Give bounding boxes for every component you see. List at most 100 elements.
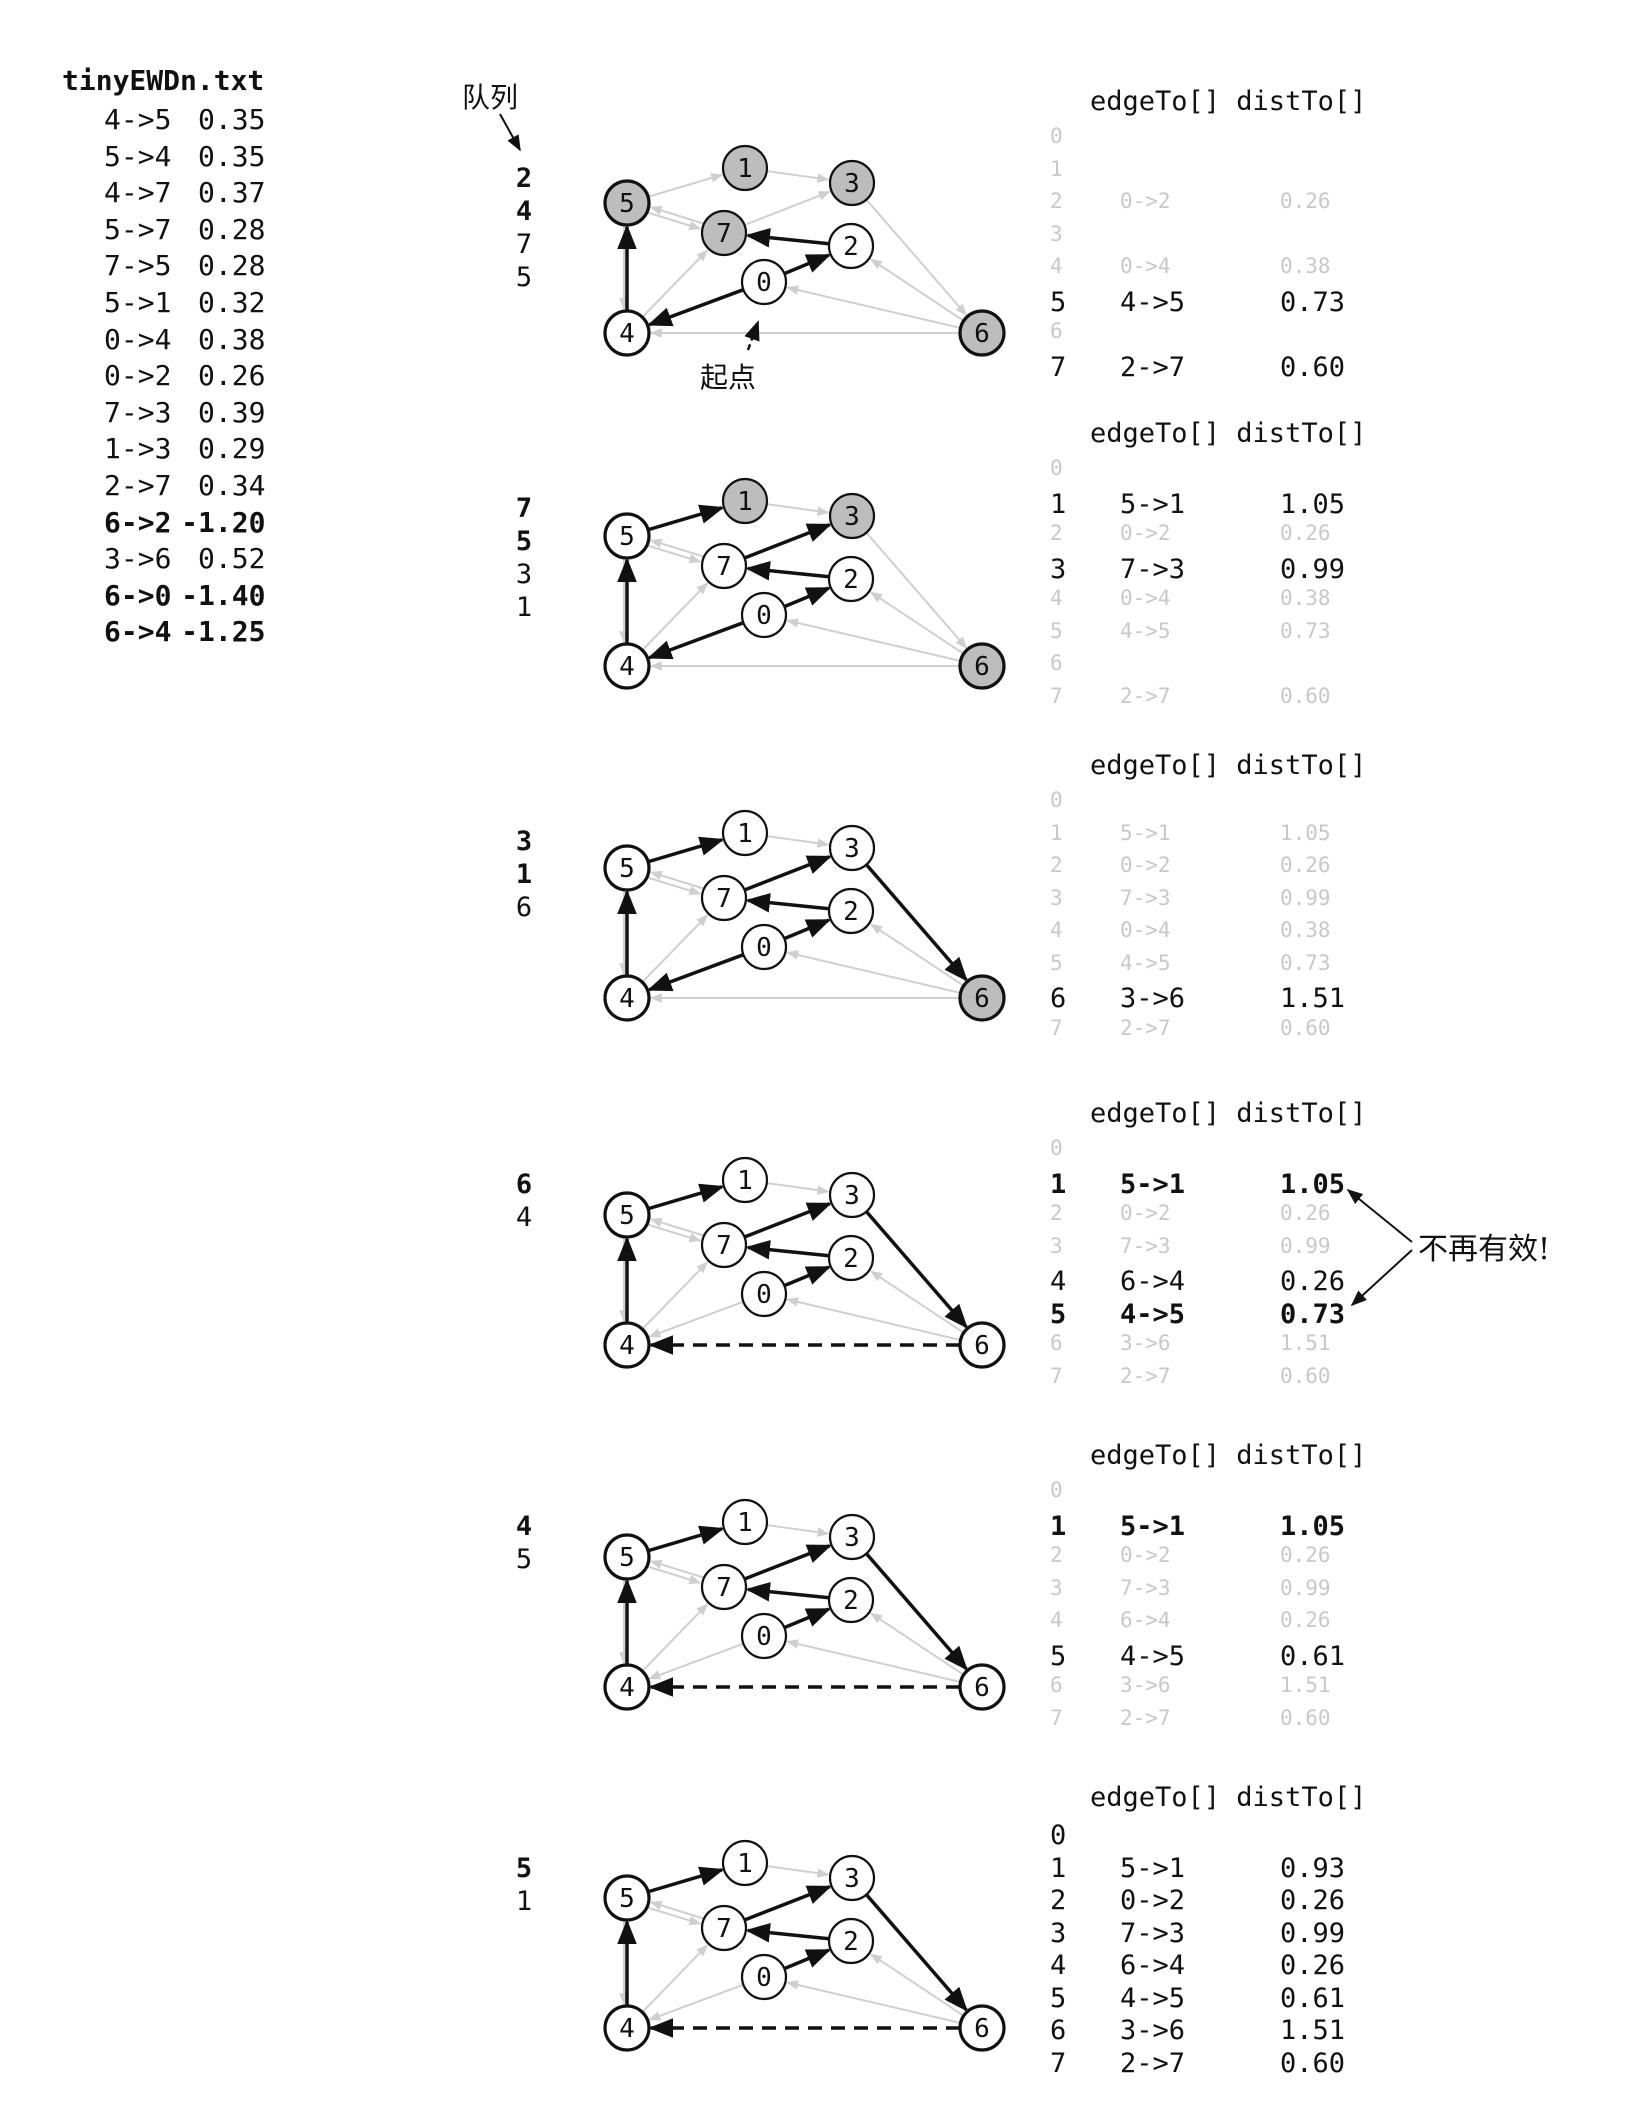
node-label: 5 — [619, 1543, 635, 1573]
graph-edge-6-0 — [786, 618, 961, 662]
graph-edge-7-5 — [649, 538, 705, 558]
node-label: 6 — [974, 1331, 990, 1361]
edgeto-distto-table-step-3: edgeTo[] distTo[] 0 1 5->1 1.05 2 0->2 0.26 3 7->… — [1050, 750, 1390, 1053]
graph-step-5: 0 1 2 3 4 5 6 7 — [603, 1498, 1006, 1711]
table-header: edgeTo[] distTo[] — [1090, 418, 1367, 449]
queue-item: 4 — [515, 1511, 533, 1542]
graph-node-1: 1 — [721, 1839, 769, 1887]
graph-node-5: 5 — [603, 1191, 651, 1239]
edge-to-cell: 4->5 — [1120, 286, 1186, 318]
edge-label: 1->3 — [104, 432, 172, 466]
edge-list-row: 0->2 0.26 — [104, 358, 265, 395]
vertex-index: 4 — [1050, 254, 1063, 278]
edge-to-cell: 2->7 — [1120, 1015, 1171, 1040]
graph-edge-6-2 — [869, 923, 965, 987]
graph-node-3: 3 — [828, 159, 876, 207]
graph-node-3: 3 — [828, 492, 876, 540]
dist-to-cell: 1.05 — [1280, 820, 1331, 845]
dist-to-cell: 0.73 — [1280, 1298, 1346, 1330]
table-header: edgeTo[] distTo[] — [1090, 1098, 1367, 1129]
dist-to-cell: 0.26 — [1280, 189, 1331, 213]
graph-node-4: 4 — [603, 309, 651, 357]
graph-node-4: 4 — [603, 974, 651, 1022]
edge-weight: 0.52 — [198, 542, 266, 576]
graph-edge-5-7 — [646, 544, 702, 564]
dist-to-cell: 0.60 — [1280, 351, 1346, 383]
edge-label: 2->7 — [104, 468, 172, 502]
edge-label: 7->3 — [104, 395, 172, 429]
dist-to-cell: 0.38 — [1280, 918, 1331, 942]
edge-to-cell: 7->3 — [1120, 1575, 1171, 1600]
vertex-index: 6 — [1050, 1673, 1063, 1697]
graph-edge-6-0 — [786, 1297, 961, 1341]
vertex-index: 6 — [1050, 983, 1067, 1014]
vertex-index: 7 — [1050, 683, 1063, 708]
edge-to-cell: 6->4 — [1120, 1950, 1186, 1981]
tree-edge-5-1 — [647, 1866, 725, 1894]
vertex-index: 1 — [1050, 1510, 1067, 1542]
graph-node-7: 7 — [700, 1221, 748, 1269]
edge-list-row: 5->7 0.28 — [104, 212, 265, 249]
graph-edge-1-3 — [766, 170, 830, 183]
edge-list-row: 0->4 0.38 — [104, 322, 265, 359]
node-label: 5 — [619, 854, 635, 884]
edge-to-cell: 4->5 — [1120, 950, 1171, 975]
dist-to-cell: 0.60 — [1280, 1705, 1331, 1730]
vertex-index: 5 — [1050, 1982, 1067, 2014]
node-label: 0 — [756, 1280, 772, 1310]
node-label: 0 — [756, 601, 772, 631]
graph-node-6: 6 — [958, 309, 1006, 357]
dist-to-cell: 0.99 — [1280, 885, 1331, 910]
graph-edge-6-0 — [786, 1639, 961, 1683]
node-label: 6 — [974, 319, 990, 349]
graph-edge-3-6 — [865, 531, 968, 649]
vertex-index: 1 — [1050, 1852, 1067, 1884]
graph-node-0: 0 — [740, 1612, 788, 1660]
edge-label: 4->7 — [104, 176, 172, 210]
edgeto-distto-table-step-2: edgeTo[] distTo[] 0 1 5->1 1.05 2 0->2 0.26 3 7->… — [1050, 418, 1390, 721]
edge-list-row: 7->5 0.28 — [104, 248, 265, 285]
graph-step-1: 0 1 2 3 4 5 6 7 — [603, 144, 1006, 357]
node-label: 6 — [974, 652, 990, 682]
graph-node-4: 4 — [603, 1663, 651, 1711]
graph-edge-6-2 — [869, 1953, 965, 2017]
node-label: 7 — [716, 1573, 732, 1603]
queue-item: 6 — [515, 1169, 533, 1200]
graph-edge-4-7 — [641, 1603, 709, 1672]
graph-edge-7-3 — [744, 190, 831, 226]
edge-to-cell: 3->6 — [1120, 1331, 1171, 1355]
tree-edge-0-2 — [783, 253, 832, 276]
edge-to-cell: 6->4 — [1120, 1608, 1171, 1632]
edge-weight: 0.26 — [198, 359, 266, 393]
queue-item: 3 — [515, 826, 533, 857]
vertex-index: 7 — [1050, 2047, 1067, 2079]
node-label: 4 — [619, 652, 635, 682]
graph-edge-1-3 — [766, 1865, 830, 1878]
vertex-index: 3 — [1050, 1917, 1067, 1949]
dist-to-cell: 0.99 — [1280, 1917, 1346, 1949]
dist-to-cell: 0.26 — [1280, 1608, 1331, 1632]
node-label: 3 — [844, 1523, 860, 1553]
vertex-index: 1 — [1050, 820, 1063, 845]
tree-edge-0-2 — [783, 586, 832, 609]
tree-edge-2-7 — [745, 892, 830, 913]
tree-edge-5-1 — [647, 1525, 725, 1553]
graph-node-3: 3 — [828, 1854, 876, 1902]
graph-edge-5-7 — [646, 1223, 702, 1243]
vertex-index: 2 — [1050, 1543, 1063, 1567]
graph-edge-4-7 — [641, 582, 709, 651]
node-label: 5 — [619, 1201, 635, 1231]
graph-edge-7-5 — [649, 1559, 705, 1579]
dist-to-cell: 1.51 — [1280, 1331, 1331, 1355]
queue-item: 3 — [515, 559, 533, 590]
dist-to-cell: 0.38 — [1280, 254, 1331, 278]
tree-edge-5-1 — [647, 1183, 725, 1211]
edge-weight: 0.28 — [198, 249, 266, 283]
node-label: 4 — [619, 2014, 635, 2044]
node-label: 1 — [737, 1849, 753, 1879]
edge-to-cell: 0->4 — [1120, 586, 1171, 610]
dist-to-cell: 1.51 — [1280, 1673, 1331, 1697]
edge-to-cell: 5->1 — [1120, 1852, 1186, 1884]
node-label: 1 — [737, 154, 753, 184]
